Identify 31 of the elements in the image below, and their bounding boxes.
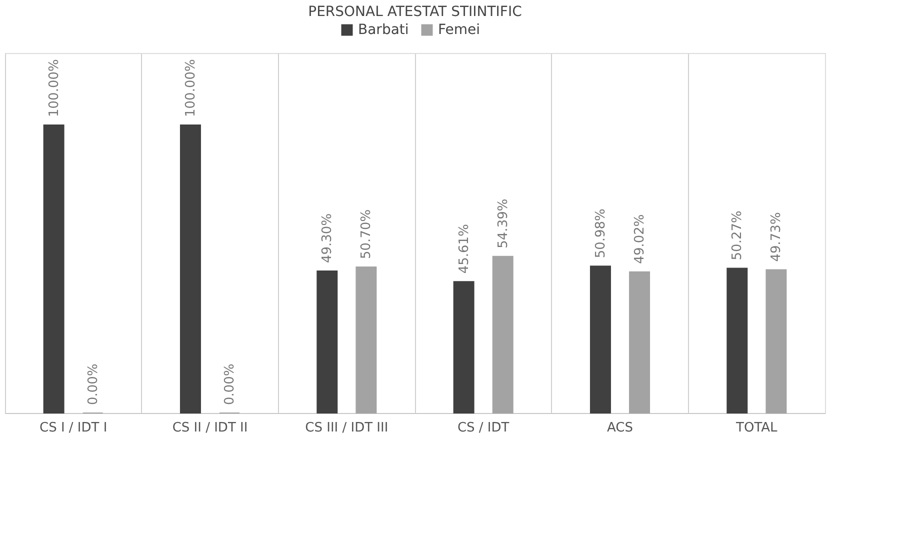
legend-label: Barbati: [358, 22, 409, 38]
x-tick-label: CS I / IDT I: [39, 420, 108, 436]
bar: [726, 268, 748, 414]
x-tick-label: ACS: [607, 420, 633, 436]
data-label: 50.70%: [359, 209, 374, 259]
bar: [590, 266, 611, 414]
bar: [492, 256, 514, 414]
data-label: 100.00%: [183, 59, 198, 117]
bar: [356, 266, 377, 414]
data-label: 49.02%: [632, 214, 648, 264]
data-label: 0.00%: [222, 364, 238, 405]
bar: [766, 269, 787, 414]
x-tick-label: CS II / IDT II: [172, 420, 248, 436]
bar: [316, 270, 338, 414]
data-label: 49.73%: [769, 212, 784, 262]
chart-title: PERSONAL ATESTAT STIINTIFIC: [308, 4, 522, 20]
data-label: 50.27%: [730, 210, 746, 260]
bar: [43, 124, 64, 414]
legend-label: Femei: [438, 22, 480, 38]
data-label: 54.39%: [496, 198, 511, 248]
bar: [180, 124, 201, 414]
x-tick-label: CS III / IDT III: [305, 420, 388, 436]
data-label: 49.30%: [320, 213, 336, 264]
x-tick-label: CS / IDT: [457, 420, 510, 436]
data-label: 0.00%: [86, 364, 101, 405]
bar: [629, 271, 650, 414]
data-label: 45.61%: [456, 224, 472, 274]
data-label: 100.00%: [46, 59, 62, 117]
x-tick-label: TOTAL: [735, 420, 778, 436]
bar: [453, 281, 474, 414]
data-label: 50.98%: [593, 208, 608, 258]
